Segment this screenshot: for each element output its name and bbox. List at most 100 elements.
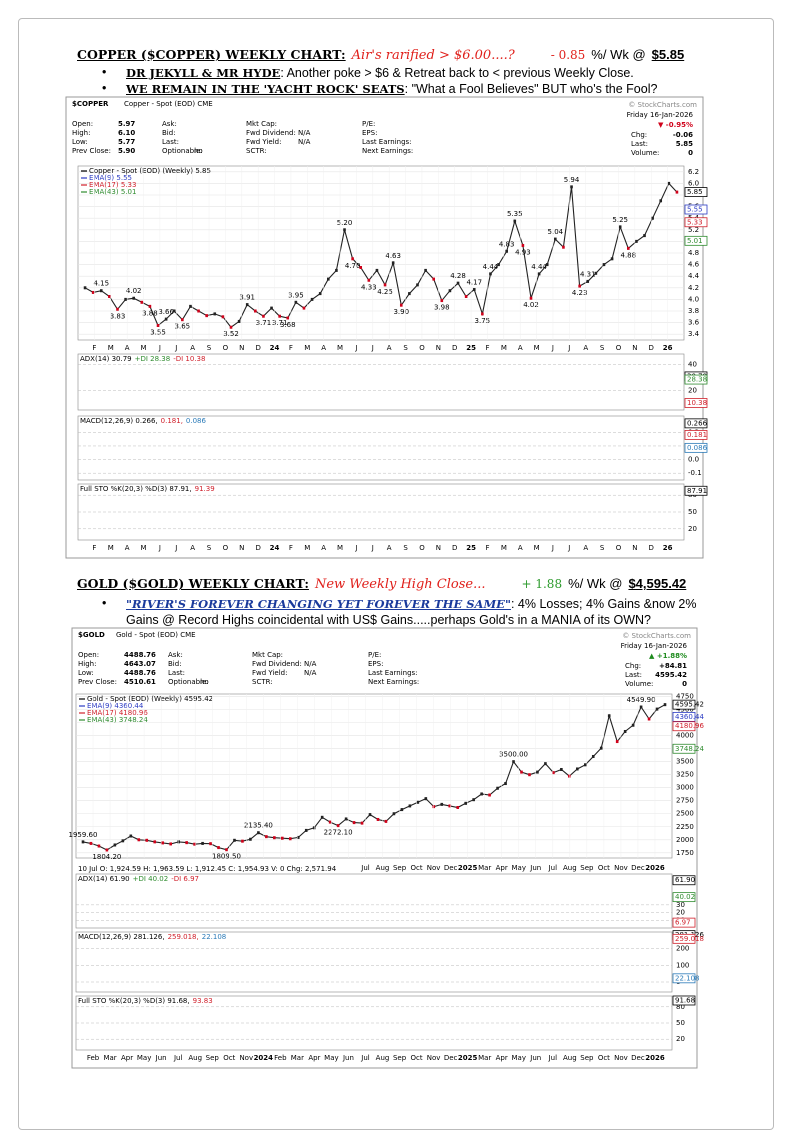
- y-tick-label: 20: [676, 1035, 685, 1043]
- price-line: [84, 182, 678, 328]
- price-bar: [464, 801, 467, 805]
- x-tick-label: May: [512, 864, 526, 872]
- x-tick-label: D: [452, 344, 457, 352]
- price-bar: [578, 284, 581, 288]
- stat-cell: Bid:: [168, 660, 182, 668]
- price-bar: [137, 838, 141, 842]
- price-bar: [241, 839, 244, 843]
- price-bar: [456, 281, 460, 285]
- legend-entry: EMA(17) 5.33: [89, 181, 136, 189]
- x-tick-label: D: [649, 344, 654, 352]
- stat-value: +84.81: [659, 662, 687, 670]
- price-bar: [113, 843, 117, 847]
- price-annotation: 5.04: [548, 228, 564, 236]
- value-tag: 87.91: [687, 487, 707, 495]
- price-bar: [639, 705, 643, 709]
- indicator-label: Full STO %K(20,3) %D(3) 91.68, 93.83: [78, 997, 213, 1005]
- stat-cell: Low:: [72, 138, 88, 146]
- page-border: [18, 18, 774, 1130]
- price-bar: [481, 312, 484, 316]
- price-bar: [607, 714, 611, 718]
- y-tick-label: 2250: [676, 823, 694, 831]
- y-tick-label: 5.2: [688, 226, 699, 234]
- stat-cell: Low:: [78, 669, 94, 677]
- x-tick-label: 2024: [254, 1054, 274, 1062]
- price-bar: [602, 263, 606, 267]
- x-tick-label: Nov: [427, 864, 441, 872]
- price-bar: [185, 841, 188, 845]
- price-bar: [583, 763, 587, 767]
- x-tick-label: D: [649, 544, 654, 552]
- price-bar: [655, 707, 659, 711]
- x-tick-label: O: [616, 344, 622, 352]
- x-tick-label: M: [501, 344, 507, 352]
- price-annotation: 5.25: [612, 216, 628, 224]
- price-bar: [318, 292, 322, 296]
- x-tick-label: May: [324, 1054, 338, 1062]
- x-tick-label: F: [485, 344, 489, 352]
- price-bar: [201, 841, 204, 845]
- x-tick-label: S: [403, 544, 408, 552]
- indicator-label-part: -DI 10.38: [173, 355, 205, 363]
- x-tick-label: M: [534, 544, 540, 552]
- y-tick-label: 2500: [676, 810, 694, 818]
- value-tag-box: [672, 875, 696, 886]
- stat-value: -0.06: [673, 131, 693, 139]
- headline: Air's rarified > $6.00....?: [351, 48, 515, 63]
- price-bar: [456, 805, 460, 809]
- price-bar: [217, 846, 220, 850]
- price-panel: [75, 693, 673, 859]
- x-tick-label: Jun: [155, 1054, 167, 1062]
- price-annotation: 4.15: [93, 280, 109, 288]
- price-bar: [496, 786, 499, 790]
- stat-cell: 4510.61: [124, 678, 156, 686]
- stat-cell: 4643.07: [124, 660, 156, 668]
- price-bar: [320, 815, 324, 819]
- price-annotation: 3.75: [475, 317, 491, 325]
- x-tick-label: J: [551, 544, 554, 552]
- price-annotation: 3500.00: [499, 751, 528, 759]
- price-bar: [560, 767, 563, 771]
- stat-label: Volume:: [625, 680, 653, 688]
- price-annotation: 4.02: [126, 287, 142, 295]
- x-tick-label: J: [567, 344, 570, 352]
- price-bar: [177, 840, 180, 844]
- price-bar: [304, 828, 308, 832]
- y-tick-label: 20: [688, 386, 697, 394]
- x-tick-label: Jul: [548, 1054, 558, 1062]
- y-tick-label: -0.1: [688, 469, 702, 477]
- price-bar: [164, 317, 168, 321]
- indicator-label-part: -DI 6.97: [171, 875, 199, 883]
- stat-cell: Last:: [162, 138, 179, 146]
- price-annotation: 5.20: [337, 219, 353, 227]
- price-bar: [265, 835, 268, 839]
- price-bar: [570, 185, 573, 189]
- x-tick-label: Apr: [496, 1054, 508, 1062]
- stat-cell: EPS:: [362, 129, 377, 137]
- x-tick-label: 2026: [645, 1054, 665, 1062]
- x-tick-label: Feb: [87, 1054, 100, 1062]
- price-bar: [336, 824, 340, 828]
- x-tick-label: J: [354, 344, 357, 352]
- bullet-text: : 4% Losses; 4% Gains &now 2% Gains @ Re…: [126, 597, 697, 627]
- value-tag: 91.68: [675, 996, 695, 1004]
- x-tick-label: 24: [270, 544, 280, 552]
- price-bar: [189, 304, 192, 308]
- price-annotation: 1809.50: [212, 853, 241, 861]
- stat-cell: Last:: [168, 669, 185, 677]
- stat-cell: N/A: [304, 669, 317, 677]
- y-tick-label: 2750: [676, 797, 694, 805]
- legend-entry: Gold - Spot (EOD) (Weekly) 4595.42: [87, 695, 213, 703]
- x-tick-label: N: [436, 344, 441, 352]
- day-change: ▲ +1.88%: [649, 652, 687, 660]
- y-tick-label: 6.0: [688, 179, 699, 187]
- date: Friday 16-Jan-2026: [627, 111, 694, 119]
- price-bar: [294, 300, 298, 304]
- x-tick-label: Dec: [631, 1054, 645, 1062]
- y-tick-label: 40: [688, 360, 697, 368]
- weekly-change: + 1.88: [521, 577, 563, 591]
- stat-cell: SCTR:: [246, 147, 267, 155]
- price-bar: [233, 838, 236, 842]
- price-bar: [237, 319, 241, 323]
- indicator-label: Full STO %K(20,3) %D(3) 87.91, 91.39: [80, 485, 215, 493]
